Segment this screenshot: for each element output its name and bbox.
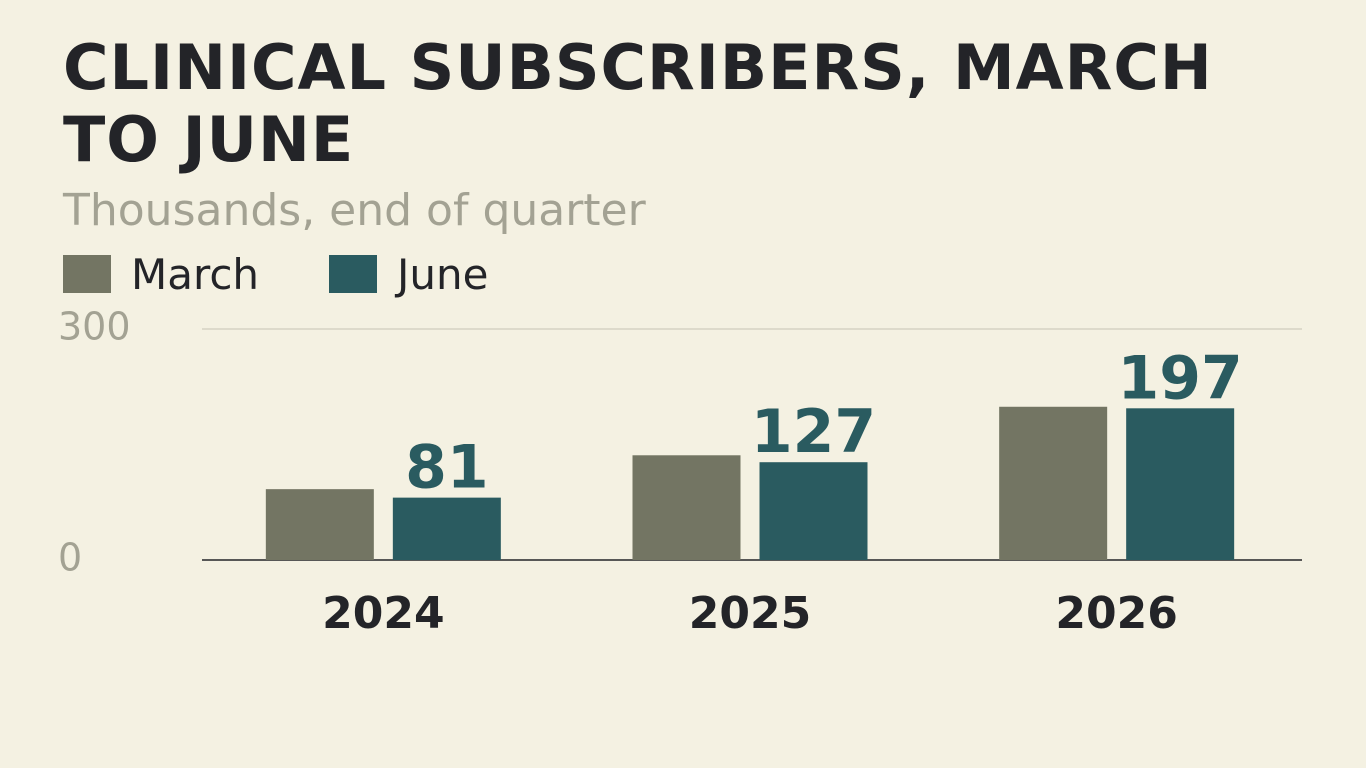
legend-swatch-march: [63, 255, 111, 293]
chart-subtitle: Thousands, end of quarter: [63, 185, 646, 236]
chart-title: CLINICAL SUBSCRIBERS, MARCH TO JUNE: [63, 31, 1213, 176]
x-tick-label-2025: 2025: [689, 588, 811, 639]
x-tick-label-2026: 2026: [1055, 588, 1177, 639]
x-tick-label-2024: 2024: [322, 588, 444, 639]
legend-swatch-june: [329, 255, 378, 293]
y-tick-label-0: 0: [58, 536, 82, 580]
legend: March June: [63, 248, 559, 300]
legend-label-march: March: [131, 249, 260, 299]
bar-march-2025: [632, 455, 741, 560]
legend-label-june: June: [397, 249, 489, 299]
bar-june-2024: [392, 497, 501, 560]
bar-june-2026: [1126, 408, 1235, 560]
legend-item-march: March: [63, 250, 259, 299]
bar-march-2026: [999, 406, 1108, 560]
data-label-june-2024: 81: [405, 433, 489, 503]
bar-march-2024: [265, 489, 374, 560]
legend-item-june: June: [329, 249, 489, 299]
bar-june-2025: [759, 462, 868, 560]
y-tick-label-300: 300: [58, 305, 131, 349]
data-label-june-2025: 127: [751, 397, 876, 467]
data-label-june-2026: 197: [1118, 343, 1243, 413]
